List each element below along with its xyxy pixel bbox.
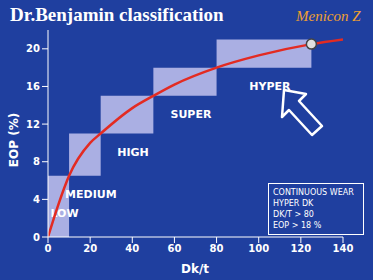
svg-text:0: 0 [33, 232, 40, 243]
svg-text:LOW: LOW [50, 207, 79, 220]
svg-text:20: 20 [26, 43, 40, 54]
svg-text:SUPER: SUPER [171, 108, 212, 121]
html-text:EOP > 18 %: EOP > 18 % [273, 221, 322, 230]
svg-text:4: 4 [33, 194, 40, 205]
svg-text:60: 60 [167, 243, 181, 254]
html-text:Menicon Z: Menicon Z [296, 8, 361, 24]
html-text:Dr.Benjamin classification: Dr.Benjamin classification [10, 4, 224, 25]
svg-text:HYPER: HYPER [249, 80, 291, 93]
html-text:EOP (%): EOP (%) [7, 112, 21, 168]
svg-text:140: 140 [333, 243, 354, 254]
svg-text:0: 0 [45, 243, 52, 254]
svg-text:MEDIUM: MEDIUM [65, 188, 117, 201]
svg-text:8: 8 [33, 156, 40, 167]
html-text:DK/T > 80: DK/T > 80 [273, 210, 314, 219]
svg-text:100: 100 [248, 243, 269, 254]
svg-text:80: 80 [210, 243, 224, 254]
svg-text:120: 120 [290, 243, 311, 254]
svg-text:20: 20 [83, 243, 97, 254]
svg-text:12: 12 [26, 119, 40, 130]
html-text:HYPER DK: HYPER DK [273, 199, 314, 208]
html-text:CONTINUOUS WEAR: CONTINUOUS WEAR [273, 188, 354, 197]
svg-text:HIGH: HIGH [117, 146, 149, 159]
svg-text:16: 16 [26, 81, 40, 92]
html-text:Dk/t: Dk/t [181, 262, 209, 276]
svg-text:40: 40 [125, 243, 139, 254]
